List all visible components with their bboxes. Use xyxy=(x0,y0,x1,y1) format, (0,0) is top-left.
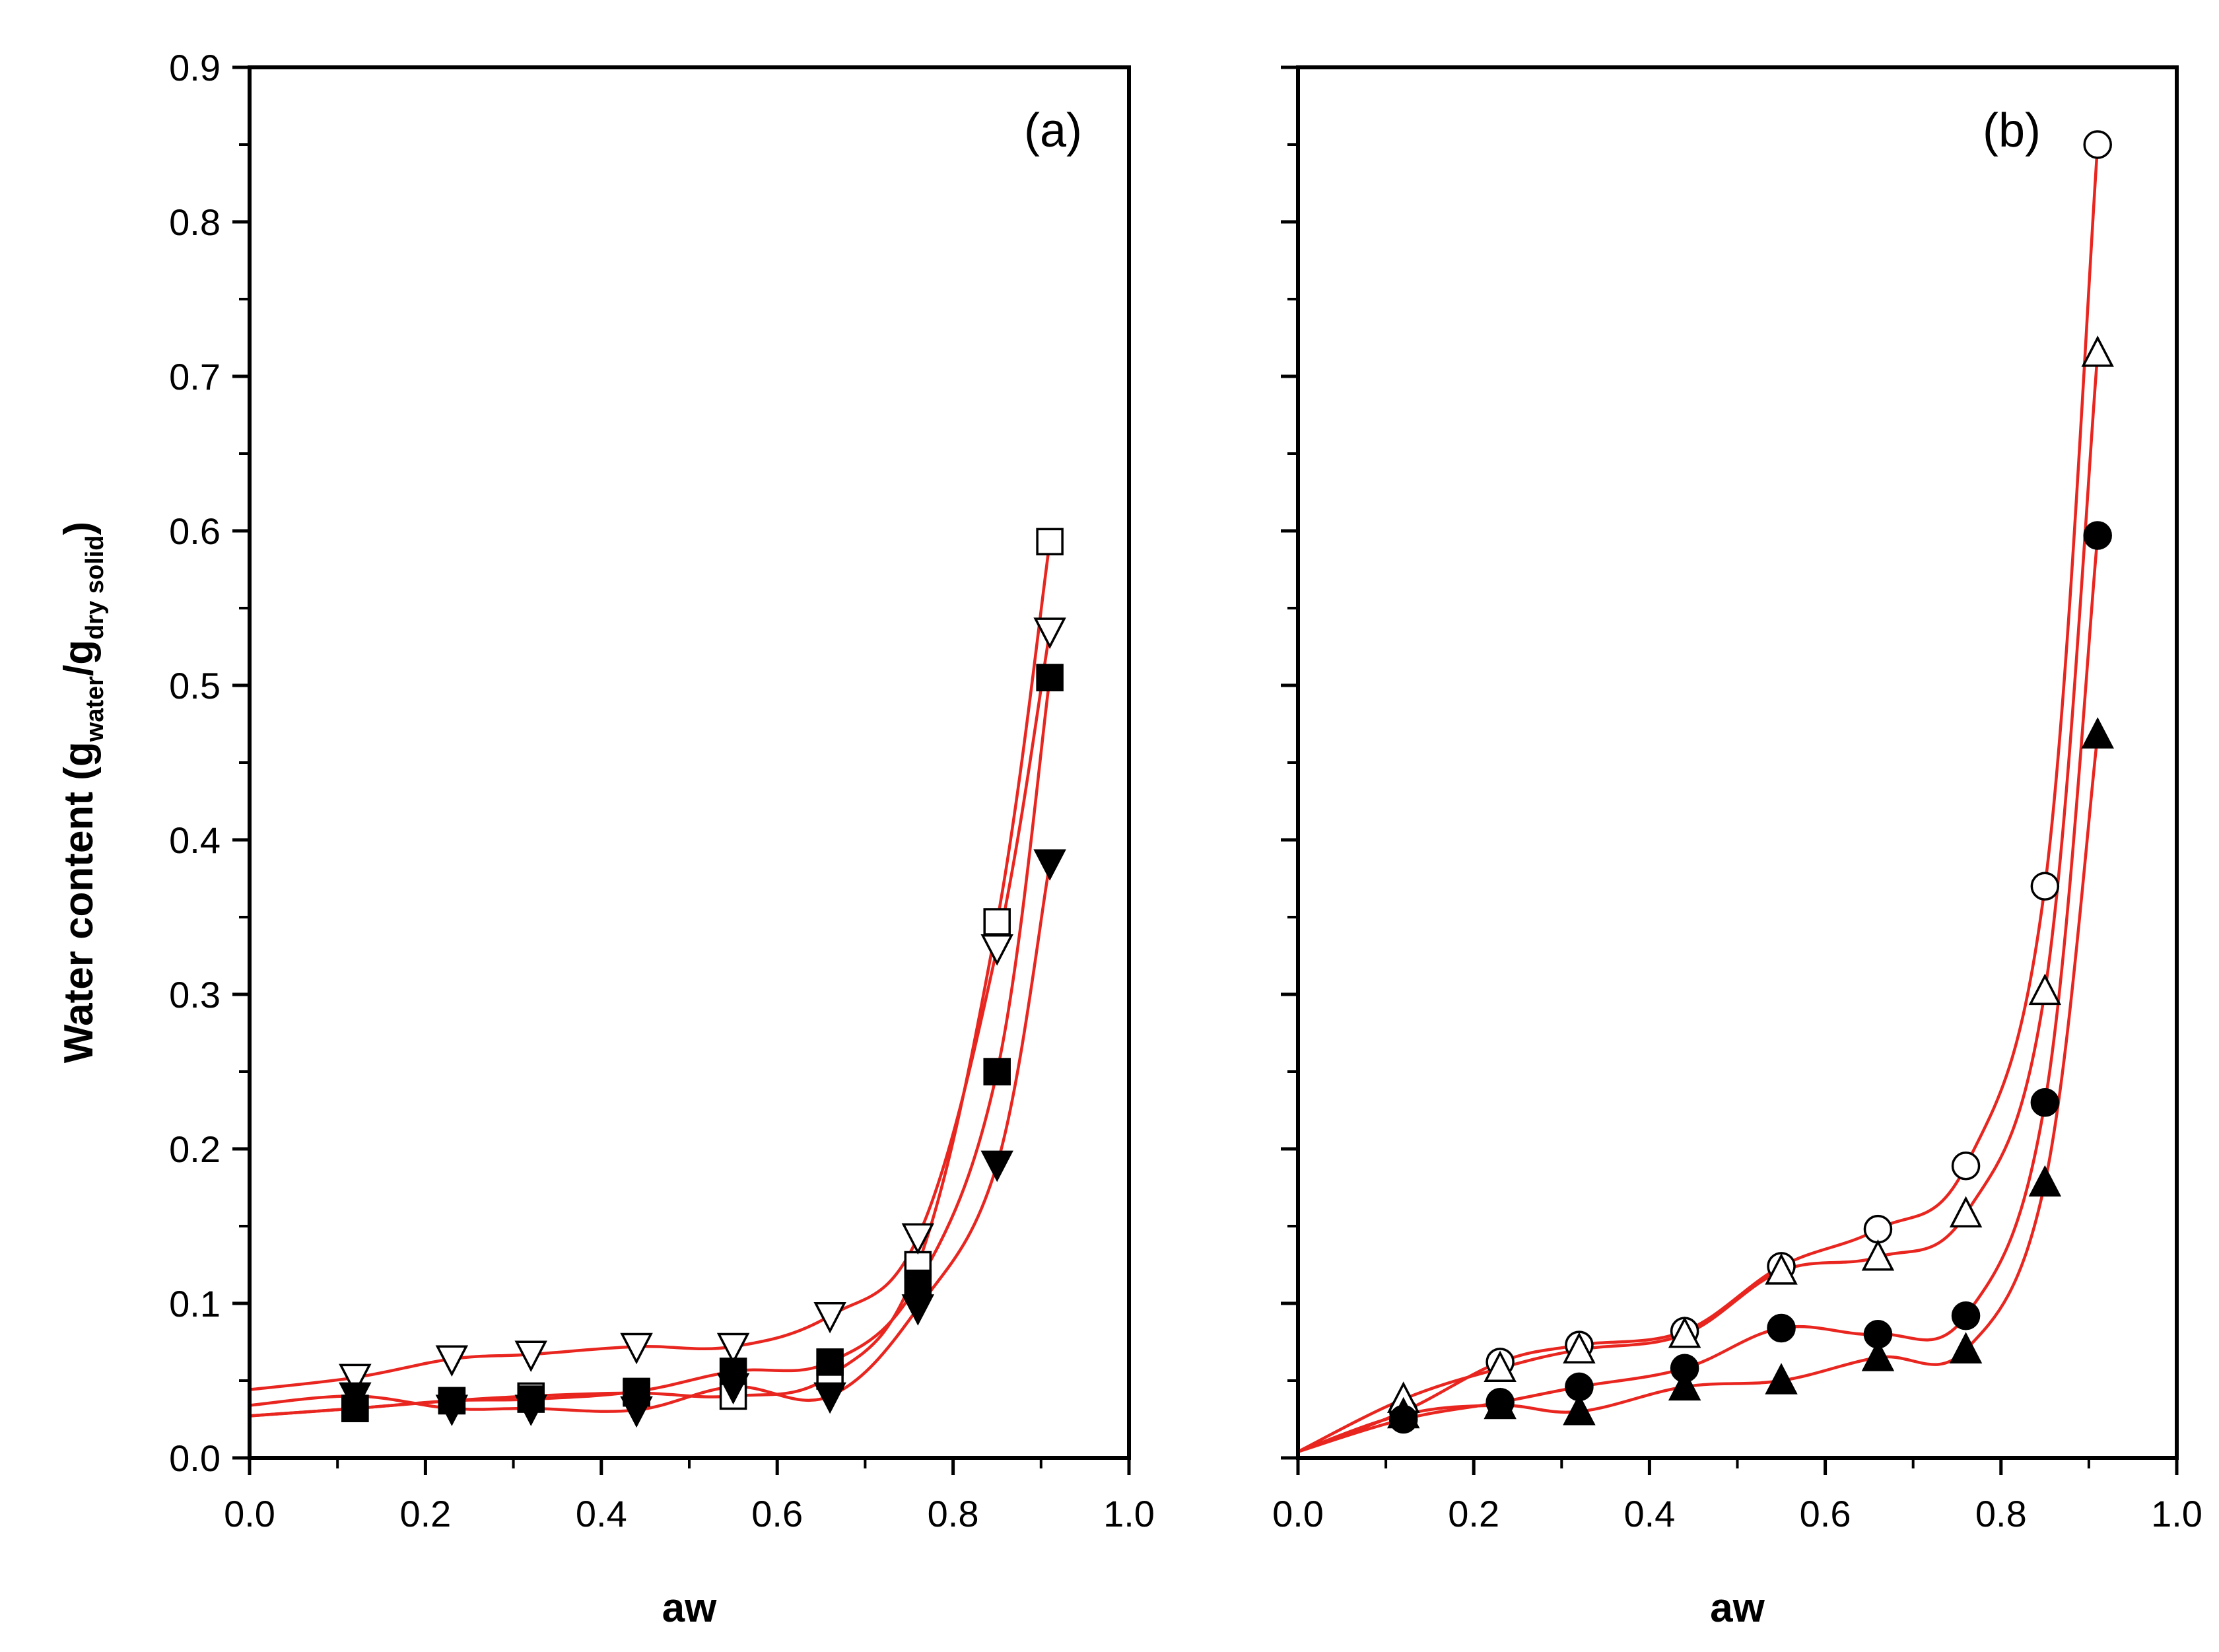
panel-a-frame xyxy=(248,65,1131,1460)
panel-b-series-4-point xyxy=(1563,1394,1596,1426)
panel-b-series-2-point xyxy=(1563,1332,1596,1363)
panel-a-y-tick-label: 0.1 xyxy=(169,1283,221,1325)
panel-b-series-3-point xyxy=(2030,1088,2060,1117)
panel-b-series-4-point xyxy=(1484,1387,1517,1420)
panel-b-series-4-point xyxy=(1861,1340,1895,1371)
panel-a-series-2-point xyxy=(901,1223,935,1255)
panel-b-label: (b) xyxy=(1983,104,2041,157)
panel-b-x-tick-label: 0.2 xyxy=(1448,1493,1499,1534)
panel-a-y-tick-label: 0.8 xyxy=(169,201,221,243)
panel-a-series-4-point xyxy=(813,1382,846,1414)
panel-b-frame xyxy=(1296,65,2179,1460)
panel-b-series-1-point xyxy=(2030,872,2060,901)
panel-b-series-4-point xyxy=(1668,1369,1701,1401)
panel-a-y-tick-label: 0.2 xyxy=(169,1128,221,1170)
panel-a-x-tick-label: 1.0 xyxy=(1103,1493,1155,1534)
panel-b-series-4-point xyxy=(2028,1165,2062,1197)
panel-a-label: (a) xyxy=(1024,104,1082,157)
panel-a-y-tick-label: 0.4 xyxy=(169,819,221,861)
panel-b-series-3-point xyxy=(2083,521,2112,550)
panel-a-series-2-point xyxy=(339,1363,372,1396)
panel-a-y-tick-label: 0.5 xyxy=(169,665,221,706)
panel-a-series-2-point xyxy=(980,934,1013,966)
panel-b-x-tick-label: 0.8 xyxy=(1975,1493,2027,1534)
panel-a-series-2-point xyxy=(435,1345,469,1377)
panel-b-series-3-point xyxy=(1767,1313,1796,1343)
panel-a-series-4-point xyxy=(1033,849,1066,881)
panel-a-ticks: 0.0 0.2 0.4 0.6 0.8 1.0 0.0 0.1 0.2 0.3 0.4 0.5 0.6 0… xyxy=(169,47,1155,1534)
panel-a-y-tick-label: 0.3 xyxy=(169,974,221,1015)
panel-a-series-4-point xyxy=(620,1396,653,1428)
panel-a-y-tick-label: 0.9 xyxy=(169,47,221,88)
panel-b-series-2-point xyxy=(1861,1239,1895,1271)
panel-b-x-tick-label: 0.0 xyxy=(1272,1493,1324,1534)
panel-b-ticks: 0.0 0.2 0.4 0.6 0.8 1.0 xyxy=(1272,65,2202,1534)
panel-a-series-3-point xyxy=(816,1348,844,1376)
panel-a-series-4-point xyxy=(435,1394,469,1426)
panel-a-series-3-point xyxy=(904,1269,932,1297)
panel-b-fit-curve-1 xyxy=(1297,144,2100,1453)
panel-b-series-4-point xyxy=(2081,717,2114,749)
panel-b-series-4-point xyxy=(1949,1332,1983,1363)
panel-a-series-2-point xyxy=(514,1340,547,1373)
panel-a-series-3-point xyxy=(983,1058,1011,1085)
panel-a-x-tick-label: 0.8 xyxy=(928,1493,979,1534)
panel-a-y-tick-label: 0.0 xyxy=(169,1437,221,1479)
panel-a: 0.0 0.2 0.4 0.6 0.8 1.0 0.0 0.1 0.2 0.3 0.4 0.5 0.6 0… xyxy=(169,47,1155,1631)
panel-a-series-2-point xyxy=(620,1332,653,1365)
panel-b: 0.0 0.2 0.4 0.6 0.8 1.0 (b) aw xyxy=(1272,65,2202,1631)
panel-b-x-axis-title: aw xyxy=(1710,1585,1765,1631)
panel-b-x-tick-label: 1.0 xyxy=(2151,1493,2202,1534)
panel-b-series-1-point xyxy=(1951,1151,1981,1181)
panel-a-series-4-point xyxy=(514,1394,547,1426)
panel-a-series-4-point xyxy=(716,1373,750,1405)
panel-b-series-4-point xyxy=(1765,1363,1798,1394)
panel-b-series-1-point xyxy=(2083,130,2112,159)
panel-a-series-3-point xyxy=(1036,664,1064,692)
panel-a-x-tick-label: 0.0 xyxy=(224,1493,275,1534)
panel-a-series-2-point xyxy=(813,1301,846,1334)
panel-a-series-2-point xyxy=(1033,617,1066,649)
panel-b-series-2-point xyxy=(2028,973,2062,1006)
panel-a-y-tick-label: 0.7 xyxy=(169,356,221,397)
panel-a-series-4-point xyxy=(339,1382,372,1414)
panel-b-series-4-point xyxy=(1386,1396,1420,1429)
panel-b-markers xyxy=(1386,130,2114,1434)
panel-a-series-2-point xyxy=(716,1332,750,1365)
panel-b-x-tick-label: 0.6 xyxy=(1800,1493,1851,1534)
panel-a-series-1-point xyxy=(983,908,1011,936)
panel-a-x-tick-label: 0.4 xyxy=(576,1493,627,1534)
panel-a-y-tick-label: 0.6 xyxy=(169,510,221,552)
panel-b-fit-curve-4 xyxy=(1297,734,2100,1453)
panel-a-series-4-point xyxy=(980,1150,1013,1183)
panel-a-series-4-point xyxy=(901,1294,935,1326)
panel-b-series-3-point xyxy=(1951,1301,1981,1330)
panel-a-x-tick-label: 0.2 xyxy=(399,1493,451,1534)
panel-b-series-1-point xyxy=(1863,1214,1893,1244)
y-axis-title: Water content (gwater/gdry solid) xyxy=(56,522,109,1063)
panel-a-x-axis-title: aw xyxy=(662,1585,717,1631)
panel-a-markers xyxy=(339,528,1066,1428)
panel-a-series-1-point xyxy=(1036,528,1064,556)
panel-b-series-2-point xyxy=(1949,1196,1983,1228)
panel-b-series-2-point xyxy=(1765,1253,1798,1285)
panel-b-x-tick-label: 0.4 xyxy=(1623,1493,1675,1534)
panel-b-series-2-point xyxy=(1484,1350,1517,1383)
panel-a-x-tick-label: 0.6 xyxy=(751,1493,803,1534)
panel-b-series-2-point xyxy=(1668,1317,1701,1348)
panel-b-series-2-point xyxy=(2081,335,2114,367)
